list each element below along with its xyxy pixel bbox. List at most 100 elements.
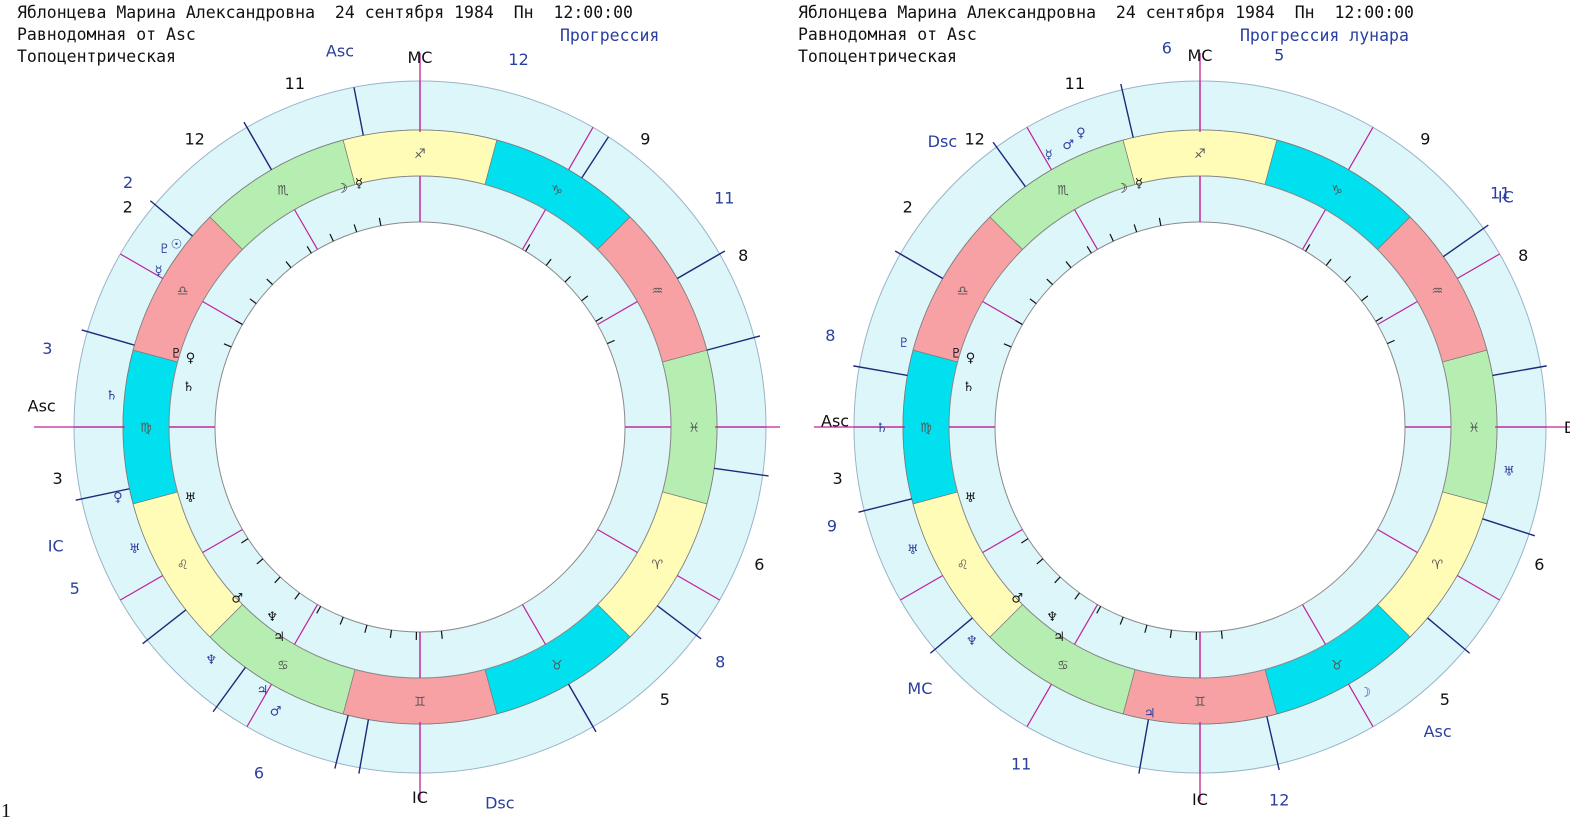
progressed-planet-glyph: ☽ <box>1360 686 1372 701</box>
inner-house-cusp <box>1377 300 1418 326</box>
progressed-planet-glyph: ♃ <box>1144 707 1156 722</box>
axis-label: IC <box>412 788 428 807</box>
inner-house-cusp <box>597 300 638 326</box>
natal-house-number: 8 <box>738 246 748 265</box>
progressed-house-number: 12 <box>508 50 528 69</box>
zodiac-sign-glyph: ♑ <box>1331 184 1343 199</box>
progressed-cusp-line <box>353 87 365 136</box>
progressed-planet-glyph: ♇ <box>898 336 910 351</box>
zodiac-sign-glyph: ♊ <box>1194 695 1206 710</box>
zodiac-sign-glyph: ♉ <box>1331 658 1343 673</box>
progressed-planet-glyph: ♅ <box>907 543 919 558</box>
progressed-planet-glyph: ♆ <box>966 634 978 649</box>
degree-tick <box>1305 244 1311 252</box>
zodiac-sign-glyph: ♏ <box>277 184 289 199</box>
degree-tick <box>339 616 344 625</box>
natal-planet-glyph: ♀ <box>186 351 196 366</box>
chart-type-label: Прогрессия лунара <box>1240 26 1409 45</box>
progressed-planet-glyph: ☿ <box>1045 148 1053 163</box>
natal-progression-wheel: ♎ ♏ ♐ ♑ ♒ ♓ ♈ ♉ ♊ ♋ ♌ ♍ 11 12 2 3 9 8 6 5 2 3 5 6 8 11 12 ♄ ♀ ♇ ☽ ☿ ♂ ♆ ♃ ♅… <box>28 41 780 813</box>
progressed-cusp-line <box>149 200 193 237</box>
progressed-planet-glyph: ♅ <box>129 542 141 557</box>
inner-house-cusp <box>1301 209 1327 250</box>
progressed-cusp-line <box>853 365 908 377</box>
person-name: Яблонцева Марина Александровна <box>798 3 1097 22</box>
degree-tick <box>1021 538 1029 544</box>
zodiac-sign-glyph: ♐ <box>414 147 426 162</box>
degree-tick <box>1065 261 1072 269</box>
natal-planet-glyph: ♂ <box>231 591 243 606</box>
degree-tick <box>316 606 322 614</box>
natal-house-number: 2 <box>903 198 913 217</box>
progressed-cusp-line <box>858 498 912 513</box>
zodiac-sign-glyph: ♌ <box>177 558 189 573</box>
natal-house-number: 2 <box>123 198 133 217</box>
inner-house-cusp <box>1301 604 1327 645</box>
axis-label: IC <box>48 536 64 555</box>
degree-tick <box>1375 316 1383 322</box>
degree-tick <box>1046 278 1053 286</box>
degree-tick <box>525 244 531 252</box>
degree-tick <box>595 316 603 322</box>
progressed-cusp-line <box>581 136 610 179</box>
progressed-planet-glyph: ♄ <box>876 421 888 436</box>
progressed-house-number: 9 <box>827 517 837 536</box>
aspect-circle <box>994 221 1406 633</box>
zodiac-sign-glyph: ♈ <box>651 558 663 573</box>
progressed-planet-glyph: ♆ <box>205 653 217 668</box>
natal-house-number: 11 <box>1065 74 1085 93</box>
axis-label: Asc <box>821 412 849 431</box>
progressed-planet-glyph: ♅ <box>1503 464 1515 479</box>
axis-label: Asc <box>28 396 56 415</box>
natal-planet-glyph: ♇ <box>950 346 962 361</box>
zodiac-sign-glyph: ♈ <box>1431 558 1443 573</box>
inner-house-cusp <box>293 604 319 645</box>
outer-cusp-extension <box>120 574 164 601</box>
natal-house-number: 9 <box>640 130 650 149</box>
progressed-cusp-line <box>1492 365 1547 377</box>
progressed-cusp-line <box>676 250 726 280</box>
zodiac-sign-glyph: ♓ <box>1468 421 1480 436</box>
natal-planet-glyph: ♇ <box>170 346 182 361</box>
progressed-cusp-line <box>1120 83 1134 138</box>
natal-house-number: 12 <box>964 130 984 149</box>
progressed-planet-glyph: ☉ <box>171 237 183 252</box>
inner-house-cusp <box>1073 604 1099 645</box>
progressed-cusp-line <box>656 605 702 640</box>
natal-house-number: 9 <box>1420 130 1430 149</box>
degree-tick <box>1344 275 1352 283</box>
progressed-cusp-line <box>75 488 130 501</box>
zodiac-sign-glyph: ♍ <box>920 421 932 436</box>
zodiac-sign-glyph: ♓ <box>688 421 700 436</box>
axis-label: IC <box>1192 790 1208 809</box>
natal-house-number: 6 <box>1534 555 1544 574</box>
degree-tick <box>378 217 382 226</box>
chart-panel-2: Яблонцева Марина Александровна 24 сентяб… <box>790 0 1570 829</box>
natal-house-number: 12 <box>184 130 204 149</box>
outer-cusp-extension <box>246 683 273 727</box>
zodiac-sign-glyph: ♌ <box>957 558 969 573</box>
outer-cusp-extension <box>676 574 720 601</box>
degree-tick <box>329 233 334 242</box>
progressed-cusp-line <box>1266 716 1280 771</box>
outer-cusp-extension <box>1347 683 1374 727</box>
progressed-house-number: 8 <box>825 326 835 345</box>
zodiac-sign-glyph: ♎ <box>957 284 969 299</box>
progressed-cusp-line <box>714 467 769 477</box>
chart-weekday: Пн <box>513 3 534 22</box>
progressed-cusp-line <box>243 121 273 171</box>
progressed-house-number: 3 <box>42 339 52 358</box>
natal-planet-glyph: ♄ <box>183 380 195 395</box>
aspect-circle <box>214 221 626 633</box>
degree-tick <box>1096 606 1102 614</box>
outer-cusp-extension <box>567 127 594 171</box>
degree-tick <box>1074 592 1080 600</box>
degree-tick <box>607 339 615 345</box>
degree-tick <box>294 592 300 600</box>
natal-house-number: 6 <box>754 555 764 574</box>
degree-tick <box>1325 258 1332 266</box>
degree-tick <box>389 629 393 639</box>
degree-tick <box>1054 576 1061 584</box>
progressed-cusp-line <box>567 683 597 733</box>
degree-tick <box>1086 246 1092 254</box>
